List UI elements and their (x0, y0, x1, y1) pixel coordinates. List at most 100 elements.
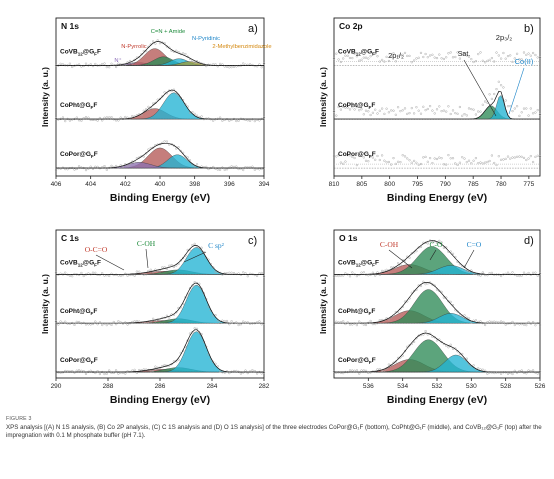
raw-data-point (89, 369, 92, 372)
sample-label-part: CoPor@G (60, 357, 91, 364)
raw-data-point (467, 107, 471, 110)
raw-data-point (472, 108, 475, 111)
raw-data-point (463, 52, 466, 55)
sample-label-part: CoVB (60, 259, 78, 266)
raw-data-point (408, 344, 411, 347)
raw-data-point (490, 371, 494, 374)
raw-data-point (260, 66, 263, 69)
raw-data-point (364, 369, 368, 372)
raw-data-point (124, 115, 127, 119)
raw-data-point (465, 114, 468, 117)
raw-data-point (520, 369, 523, 372)
raw-data-point (212, 119, 215, 122)
raw-data-point (502, 86, 505, 89)
raw-data-point (525, 158, 528, 162)
raw-data-point (412, 112, 416, 115)
raw-data-point (54, 271, 58, 274)
raw-data-point (225, 65, 229, 68)
sample-label-sub: F (91, 360, 94, 365)
raw-data-point (422, 280, 425, 283)
raw-data-point (515, 155, 519, 158)
raw-data-point (98, 372, 102, 376)
raw-data-point (251, 165, 254, 168)
x-tick-label: 536 (363, 383, 374, 390)
raw-data-point (117, 119, 120, 122)
sample-label-part: CoPor@G (338, 151, 369, 158)
spectrum-3: CoPor@GFF (332, 151, 542, 169)
raw-data-point (77, 165, 81, 168)
raw-data-point (440, 340, 443, 344)
raw-data-point (358, 320, 361, 323)
annotation-arrow (183, 251, 207, 263)
component-peak (333, 339, 541, 373)
raw-data-point (77, 119, 81, 122)
raw-data-point (380, 154, 384, 157)
raw-data-point (168, 264, 171, 267)
raw-data-point (337, 154, 340, 157)
annotation-label: 2p₃/₂ (496, 33, 512, 42)
sample-label-part: CoPht@G (60, 308, 91, 315)
raw-data-point (364, 109, 368, 112)
raw-data-point (481, 59, 484, 62)
raw-data-point (408, 256, 411, 259)
raw-data-point (392, 156, 395, 160)
raw-data-point (431, 109, 434, 112)
raw-data-point (426, 107, 429, 111)
raw-data-point (522, 271, 526, 274)
annotation-arrow (508, 67, 525, 115)
raw-data-point (472, 364, 475, 367)
raw-data-point (497, 54, 500, 57)
raw-data-point (80, 271, 83, 275)
figure-caption: FIGURE 3 XPS analysis [(A) N 1S analysis… (6, 416, 546, 441)
raw-data-point (511, 60, 514, 64)
raw-data-point (488, 159, 491, 163)
sample-label-part: F (97, 48, 101, 55)
raw-data-point (458, 161, 462, 164)
raw-data-point (499, 84, 503, 87)
raw-data-point (502, 320, 505, 324)
raw-data-point (522, 107, 526, 110)
sample-label: CoPht@GFF (338, 102, 375, 110)
raw-data-point (424, 282, 427, 286)
raw-data-point (248, 63, 252, 66)
raw-data-point (230, 271, 233, 274)
raw-data-point (451, 252, 455, 255)
sample-label-sub: F (369, 311, 372, 316)
annotation-label: C sp² (208, 241, 225, 250)
raw-data-point (422, 156, 425, 159)
sample-label-part: F (372, 151, 376, 158)
raw-data-point (230, 165, 233, 168)
raw-data-point (80, 65, 83, 68)
sample-label-part: F (94, 357, 98, 364)
raw-data-point (445, 56, 448, 59)
raw-data-point (193, 61, 196, 64)
raw-data-point (499, 57, 503, 60)
raw-data-point (332, 154, 336, 158)
raw-data-point (369, 113, 372, 117)
raw-data-point (138, 270, 141, 273)
raw-data-point (103, 274, 106, 277)
raw-data-point (481, 368, 484, 371)
raw-data-point (394, 360, 397, 363)
raw-data-point (351, 56, 354, 60)
panel-3: 290 288 286 284 282 Binding Energy (eV) Intens… (40, 229, 270, 406)
raw-data-point (156, 39, 159, 42)
raw-data-point (522, 323, 526, 326)
sample-label: CoVB12@GFF (338, 259, 379, 267)
raw-data-point (344, 106, 347, 109)
raw-data-point (433, 336, 436, 339)
panel-letter: a) (248, 23, 258, 35)
raw-data-point (57, 118, 60, 121)
sample-label-sub: F (372, 262, 375, 267)
raw-data-point (253, 369, 256, 373)
raw-data-point (61, 166, 65, 169)
raw-data-point (387, 318, 391, 321)
raw-data-point (410, 106, 413, 110)
raw-data-point (488, 93, 491, 96)
raw-data-point (191, 243, 194, 247)
raw-data-point (228, 119, 231, 122)
raw-data-point (353, 52, 356, 55)
x-tick-label: 534 (397, 383, 408, 390)
raw-data-point (376, 368, 379, 371)
raw-data-point (332, 274, 336, 278)
